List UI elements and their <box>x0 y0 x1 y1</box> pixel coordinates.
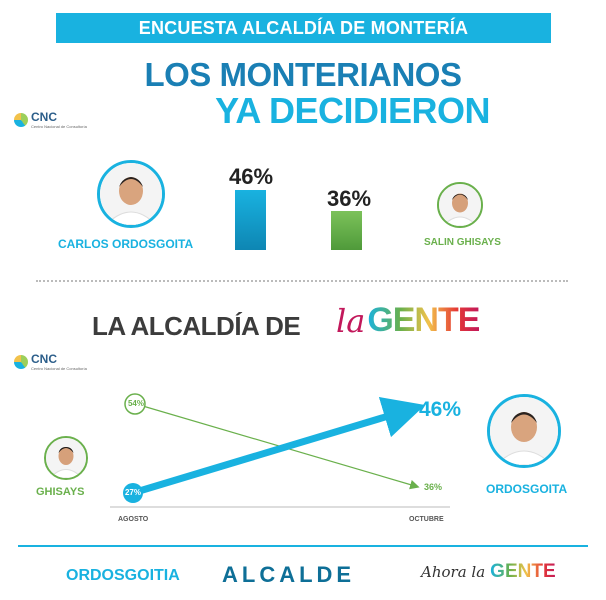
person-icon <box>100 163 162 225</box>
ghisays-short-name: GHISAYS <box>36 486 85 498</box>
pollster-subtitle: Centro Nacional de Consultoría <box>31 124 87 129</box>
ordosgoita-start-value: 27% <box>124 488 141 497</box>
footer-slogan: Ahora la GENTE <box>421 561 556 583</box>
ordosgoita-end-value: 46% <box>419 398 462 421</box>
brand-gente: GENTE <box>367 301 480 339</box>
ghisays-start-value: 54% <box>127 399 144 408</box>
pollster-subtitle-2: Centro Nacional de Consultoría <box>31 366 87 371</box>
ghisays-end-value: 36% <box>424 482 443 492</box>
campaign-title: LA ALCALDÍA DE <box>92 311 301 341</box>
trend-chart <box>110 393 450 508</box>
campaign-brand: la GENTE <box>336 300 480 340</box>
ordosgoita-avatar <box>97 160 165 228</box>
ordosgoita-full-name: CARLOS ORDOSGOITA <box>58 237 194 251</box>
person-icon <box>490 397 558 465</box>
survey-banner: ENCUESTA ALCALDÍA DE MONTERÍA <box>56 13 551 43</box>
cnc-logo-icon <box>14 112 28 127</box>
ghisays-avatar-2 <box>44 436 88 480</box>
footer-slogan-brand: GENTE <box>490 561 556 582</box>
ordosgoita-short-name: ORDOSGOITA <box>486 482 568 496</box>
ghisays-full-name: SALIN GHISAYS <box>424 237 501 248</box>
month-start: AGOSTO <box>118 516 149 523</box>
ordosgoita-trend-line <box>134 396 426 496</box>
ordosgoita-avatar-2 <box>487 394 561 468</box>
person-icon <box>46 438 86 478</box>
ghisays-percent: 36% <box>327 186 372 211</box>
pollster-name-2: CNC <box>31 352 57 366</box>
pollster-logo: CNC Centro Nacional de Consultoría <box>14 110 87 129</box>
ghisays-bar <box>331 211 362 250</box>
ghisays-trend-line <box>135 403 420 490</box>
pollster-name: CNC <box>31 110 57 124</box>
ordosgoita-percent: 46% <box>229 164 274 189</box>
footer-candidate: ORDOSGOITIA <box>66 567 180 584</box>
cnc-logo-icon <box>14 354 28 369</box>
month-end: OCTUBRE <box>409 516 444 523</box>
footer-office: ALCALDE <box>222 562 356 587</box>
ordosgoita-bar <box>235 190 266 250</box>
footer-divider <box>18 545 588 547</box>
ordosgoita-start-point <box>123 483 143 503</box>
pollster-logo-2: CNC Centro Nacional de Consultoría <box>14 352 87 371</box>
brand-la: la <box>336 302 366 340</box>
footer-slogan-prefix: Ahora la <box>421 563 486 581</box>
headline-line1: LOS MONTERIANOS <box>144 56 462 93</box>
person-icon <box>439 184 481 226</box>
headline-line2: YA DECIDIERON <box>215 90 490 131</box>
section-divider <box>36 280 568 282</box>
ghisays-start-point <box>124 393 146 415</box>
ghisays-avatar <box>437 182 483 228</box>
